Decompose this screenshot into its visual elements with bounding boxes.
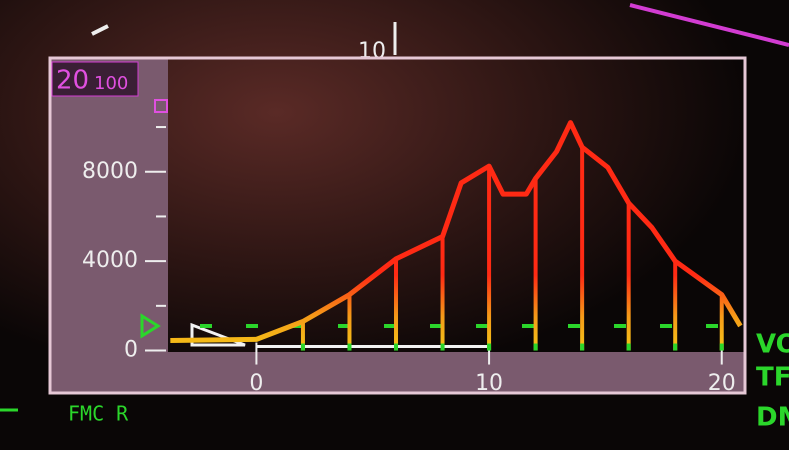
y-tick-label: 0 (124, 338, 138, 363)
readout-small: 100 (94, 73, 128, 94)
footer-label: FMC R (68, 402, 129, 426)
scale-panel (50, 58, 168, 393)
drop-tip (347, 344, 351, 351)
side-label: VO (756, 330, 789, 360)
side-label: DM (756, 403, 789, 433)
page: {"chart_data": {"type": "line", "readout… (0, 0, 789, 450)
x-tick-label: 0 (249, 371, 263, 396)
heading-label: 10 (358, 39, 386, 64)
drop-tip (534, 344, 538, 351)
drop-tip (627, 344, 631, 351)
drop-tip (301, 344, 305, 351)
drop-tip (580, 344, 584, 351)
drop-tip (673, 344, 677, 351)
drop-tip (720, 344, 724, 351)
y-tick-label: 4000 (82, 248, 138, 273)
y-tick-label: 8000 (82, 159, 138, 184)
drop-tip (441, 344, 445, 351)
x-tick-label: 20 (708, 371, 736, 396)
display: 10 20 100 FMC R VO TF DM 0 4000 8000 0 10 20 (0, 0, 789, 450)
side-label: TF (756, 363, 789, 393)
drop-tip (394, 344, 398, 351)
drop-tip (487, 344, 491, 351)
readout-large: 20 (56, 66, 89, 96)
x-tick-label: 10 (475, 371, 503, 396)
